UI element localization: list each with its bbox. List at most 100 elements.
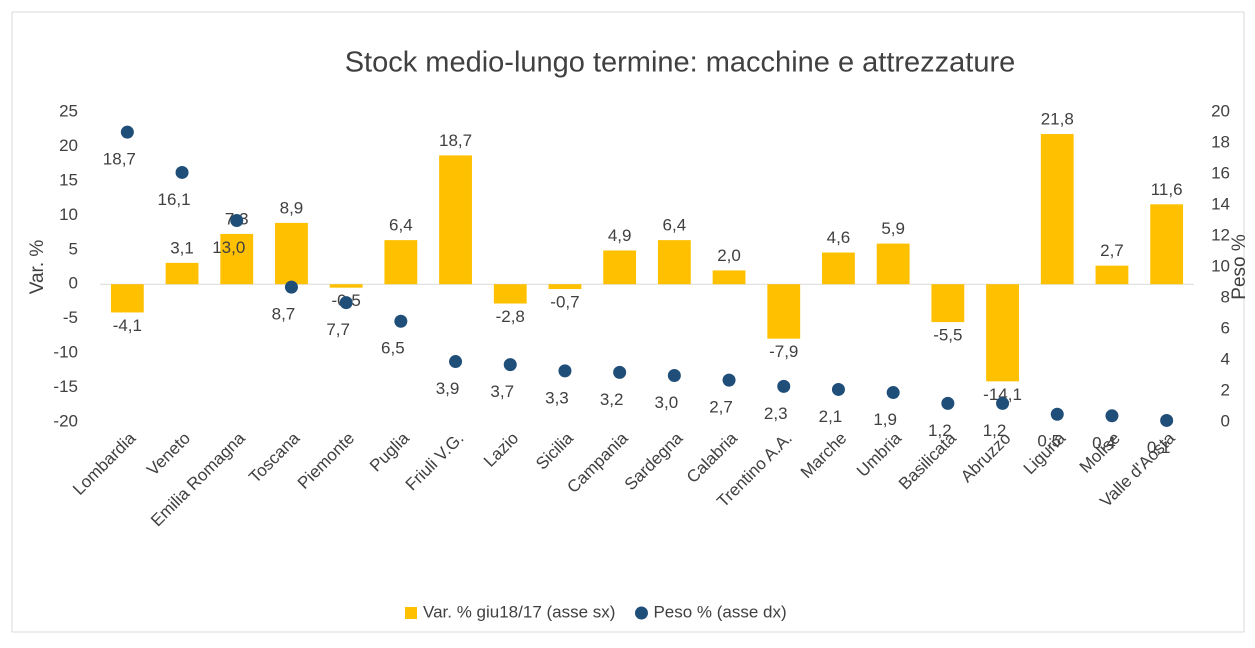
bar-label: 8,9 xyxy=(280,198,304,217)
point xyxy=(284,280,298,294)
y2-tick-label: 10 xyxy=(1211,256,1230,275)
point-label: 16,1 xyxy=(158,190,191,209)
bar xyxy=(712,270,746,285)
bar xyxy=(931,284,965,323)
y-tick-label: -20 xyxy=(53,411,78,430)
point xyxy=(941,396,955,410)
bar xyxy=(822,252,855,285)
point xyxy=(175,165,189,179)
point-label: 1,9 xyxy=(873,410,897,429)
bar xyxy=(1040,134,1074,285)
point xyxy=(1105,409,1119,423)
bar xyxy=(493,284,527,304)
point-label: 13,0 xyxy=(212,238,245,257)
point-label: 3,0 xyxy=(655,393,679,412)
y2-tick-label: 20 xyxy=(1211,101,1230,120)
bar xyxy=(603,250,637,285)
point-label: 1,2 xyxy=(928,421,952,440)
y-tick-label: 0 xyxy=(69,274,78,293)
point-label: 18,7 xyxy=(103,150,136,169)
point-label: 0,4 xyxy=(1092,433,1116,452)
bar-label: -2,8 xyxy=(496,307,525,326)
y-tick-label: 10 xyxy=(59,205,78,224)
bar xyxy=(548,284,582,290)
bar xyxy=(657,240,691,285)
bar-label: 6,4 xyxy=(663,216,687,235)
y-tick-label: -10 xyxy=(53,343,78,362)
point xyxy=(886,386,900,400)
y2-tick-label: 0 xyxy=(1221,411,1230,430)
point xyxy=(996,396,1010,410)
y-tick-label: 20 xyxy=(59,136,78,155)
y2-tick-label: 16 xyxy=(1211,163,1230,182)
y2-tick-label: 18 xyxy=(1211,132,1230,151)
bar xyxy=(439,155,472,285)
point-label: 8,7 xyxy=(272,305,296,324)
y2-tick-label: 8 xyxy=(1221,287,1230,306)
bar-label: 2,0 xyxy=(717,246,741,265)
point-label: 0,5 xyxy=(1037,432,1061,451)
point xyxy=(120,125,134,139)
point xyxy=(558,364,572,378)
bar xyxy=(384,240,418,285)
y-tick-label: 25 xyxy=(59,101,78,120)
bar xyxy=(1150,204,1184,285)
point xyxy=(831,382,845,396)
point xyxy=(503,358,517,372)
y2-tick-label: 4 xyxy=(1221,349,1230,368)
point-label: 3,2 xyxy=(600,390,624,409)
legend-label: Peso % (asse dx) xyxy=(653,602,786,621)
bar-label: 4,9 xyxy=(608,226,632,245)
point-label: 2,1 xyxy=(819,407,843,426)
bar xyxy=(275,222,308,285)
point xyxy=(394,314,408,328)
y2-tick-label: 12 xyxy=(1211,225,1230,244)
y2-axis-label: Peso % xyxy=(1229,234,1250,300)
point-label: 0,1 xyxy=(1147,438,1171,457)
bar-label: -5,5 xyxy=(933,326,962,345)
y-tick-label: -15 xyxy=(53,377,78,396)
point xyxy=(777,379,791,393)
point-label: 3,9 xyxy=(436,379,460,398)
legend-swatch xyxy=(634,606,648,620)
bar-label: -4,1 xyxy=(113,316,142,335)
bar xyxy=(767,284,801,339)
y2-tick-label: 14 xyxy=(1211,194,1230,213)
y-axis-label: Var. % xyxy=(27,240,48,295)
bar xyxy=(165,262,199,285)
bar-label: -7,9 xyxy=(769,342,798,361)
point xyxy=(1050,407,1064,421)
y-tick-label: -5 xyxy=(63,308,78,327)
legend-swatch xyxy=(405,607,417,619)
chart-border xyxy=(11,11,1245,633)
chart-title: Stock medio-lungo termine: macchine e at… xyxy=(345,47,1016,79)
point xyxy=(613,365,627,379)
bar xyxy=(220,233,254,285)
point xyxy=(667,369,681,382)
point xyxy=(722,373,736,387)
point-label: 2,7 xyxy=(709,398,733,417)
bar-label: 4,6 xyxy=(827,228,851,247)
bar-label: 5,9 xyxy=(881,219,905,238)
bar-label: 11,6 xyxy=(1151,180,1183,199)
bar-label: -14,1 xyxy=(983,385,1022,404)
legend-label: Var. % giu18/17 (asse sx) xyxy=(423,602,615,621)
y-tick-label: 15 xyxy=(59,170,78,189)
bar-label: 21,8 xyxy=(1041,110,1074,129)
point-label: 3,3 xyxy=(545,388,569,407)
point-label: 3,7 xyxy=(490,382,514,401)
y2-tick-label: 6 xyxy=(1221,318,1230,337)
bar-label: 2,7 xyxy=(1100,241,1124,260)
bar-label: 3,1 xyxy=(170,238,194,257)
bar xyxy=(1095,265,1129,285)
bar-label: 6,4 xyxy=(389,216,413,235)
point xyxy=(230,214,244,227)
y-tick-label: 5 xyxy=(69,239,78,258)
point xyxy=(339,296,353,310)
point xyxy=(449,355,463,369)
bar xyxy=(876,243,910,285)
bar-label: -0,7 xyxy=(550,293,579,312)
point-label: 2,3 xyxy=(764,404,788,423)
point-label: 7,7 xyxy=(326,320,350,339)
